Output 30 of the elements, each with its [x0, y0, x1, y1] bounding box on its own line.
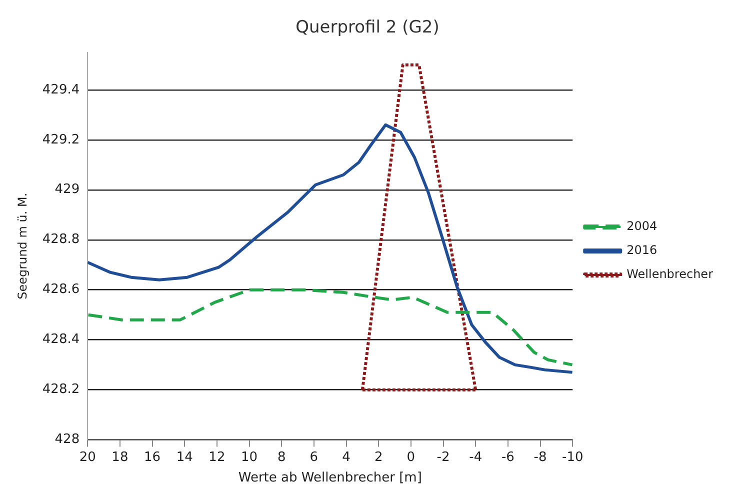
- x-tick-label: 8: [277, 450, 286, 465]
- y-tick-label: 429: [54, 182, 80, 198]
- x-tick-label: 18: [112, 450, 128, 465]
- y-tick-label: 428.2: [42, 382, 80, 398]
- x-tick-label: -8: [534, 450, 547, 465]
- legend-label: 2016: [626, 243, 658, 258]
- x-tick-label: -2: [436, 450, 450, 465]
- x-tick-label: 14: [176, 450, 193, 465]
- legend-label: Wellenbrecher: [626, 267, 714, 282]
- x-tick-label: 10: [241, 450, 258, 465]
- legend-label: 2004: [626, 219, 658, 234]
- y-axis-title: Seegrund m ü. M.: [15, 192, 30, 300]
- chart-title: Querprofil 2 (G2): [296, 18, 440, 38]
- y-tick-label: 428: [54, 432, 80, 448]
- y-tick-label: 429.2: [42, 132, 80, 148]
- x-tick-label: 4: [342, 450, 350, 465]
- y-tick-label: 429.4: [42, 82, 80, 98]
- x-tick-label: 6: [310, 450, 318, 465]
- x-tick-label: -4: [469, 450, 482, 465]
- x-axis-title: Werte ab Wellenbrecher [m]: [238, 470, 422, 486]
- x-tick-label: 2: [374, 450, 383, 465]
- x-tick-label: -6: [501, 450, 514, 465]
- x-tick-label: 12: [208, 450, 226, 465]
- x-tick-label: -10: [562, 450, 584, 465]
- x-tick-label: 0: [406, 450, 416, 465]
- y-tick-label: 428.6: [42, 282, 80, 298]
- y-tick-label: 428.8: [42, 232, 80, 248]
- x-tick-label: 16: [144, 450, 161, 465]
- y-tick-label: 428.4: [42, 332, 80, 348]
- x-tick-label: 20: [79, 450, 96, 465]
